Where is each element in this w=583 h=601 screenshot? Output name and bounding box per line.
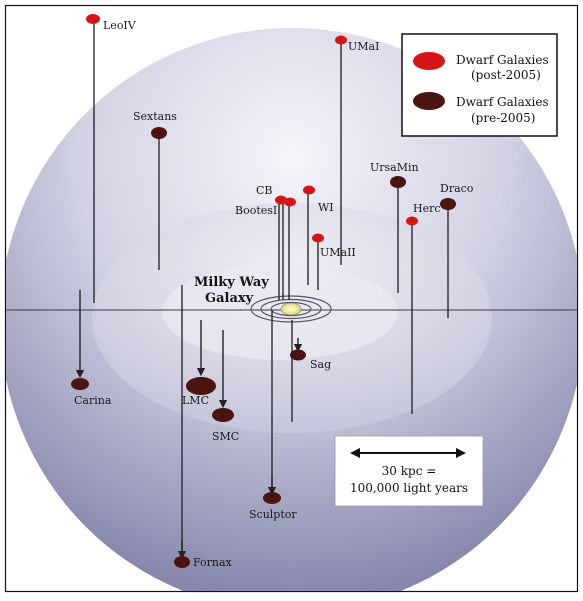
label-sextans: Sextans — [133, 110, 177, 123]
legend-pre-swatch — [413, 92, 445, 110]
legend-post-swatch — [413, 52, 445, 70]
milky-way-spiral — [250, 295, 332, 323]
galaxy-markers — [71, 14, 456, 568]
scale-box: 30 kpc = 100,000 light years — [334, 435, 484, 507]
disc-plane-glow — [162, 264, 398, 360]
scale-box-rect — [334, 435, 484, 507]
legend: Dwarf Galaxies (post-2005) Dwarf Galaxie… — [401, 33, 558, 137]
projection-lines — [93, 21, 449, 556]
marker-sextans — [151, 127, 167, 139]
label-draco: Draco — [440, 182, 474, 195]
marker-cb — [275, 195, 287, 205]
marker-herc — [406, 216, 418, 226]
label-umai: UMaI — [348, 40, 379, 53]
legend-post-label-1: Dwarf Galaxies — [456, 53, 549, 67]
scale-arrow-right — [456, 448, 466, 458]
marker-wi — [303, 185, 315, 195]
scale-label-1: 30 kpc = — [382, 464, 437, 478]
arrows — [75, 290, 303, 560]
legend-pre-label-2: (pre-2005) — [471, 111, 535, 125]
label-carina: Carina — [74, 394, 112, 407]
marker-umaii — [312, 233, 324, 243]
label-wi: WI — [318, 201, 334, 214]
marker-leoiv — [86, 14, 100, 24]
label-leoiv: LeoIV — [103, 19, 137, 32]
label-smc: SMC — [212, 430, 239, 443]
legend-pre-label-1: Dwarf Galaxies — [456, 95, 549, 109]
marker-draco — [440, 198, 456, 210]
marker-carina — [71, 378, 89, 390]
milky-way-label-line1: Milky Way — [194, 275, 269, 290]
marker-umai — [335, 35, 347, 45]
label-cb: CB — [256, 184, 273, 197]
marker-ursamin — [390, 176, 406, 188]
milky-way-label-line2: Galaxy — [205, 291, 254, 306]
scale-arrow-left — [350, 448, 360, 458]
marker-sculptor — [263, 492, 281, 504]
label-sag: Sag — [310, 358, 331, 371]
scale-label-2: 100,000 light years — [350, 481, 468, 495]
figure-frame — [4, 4, 579, 593]
label-lmc: LMC — [182, 394, 209, 407]
label-bootesi: BootesI — [235, 204, 277, 217]
marker-sag — [290, 349, 306, 361]
legend-post-label-2: (post-2005) — [471, 68, 541, 82]
legend-box — [401, 33, 558, 137]
label-fornax: Fornax — [193, 556, 233, 569]
marker-smc — [212, 408, 234, 422]
label-ursamin: UrsaMin — [370, 161, 419, 174]
marker-fornax — [174, 556, 190, 568]
label-umaii: UMaII — [320, 246, 356, 259]
marker-bootesi — [284, 197, 296, 207]
marker-lmc — [186, 377, 216, 395]
label-sculptor: Sculptor — [249, 508, 297, 521]
label-herc: Herc — [413, 202, 441, 215]
galaxy-labels: LeoIV UMaI Sextans CB BootesI WI UMaII U… — [74, 19, 474, 569]
